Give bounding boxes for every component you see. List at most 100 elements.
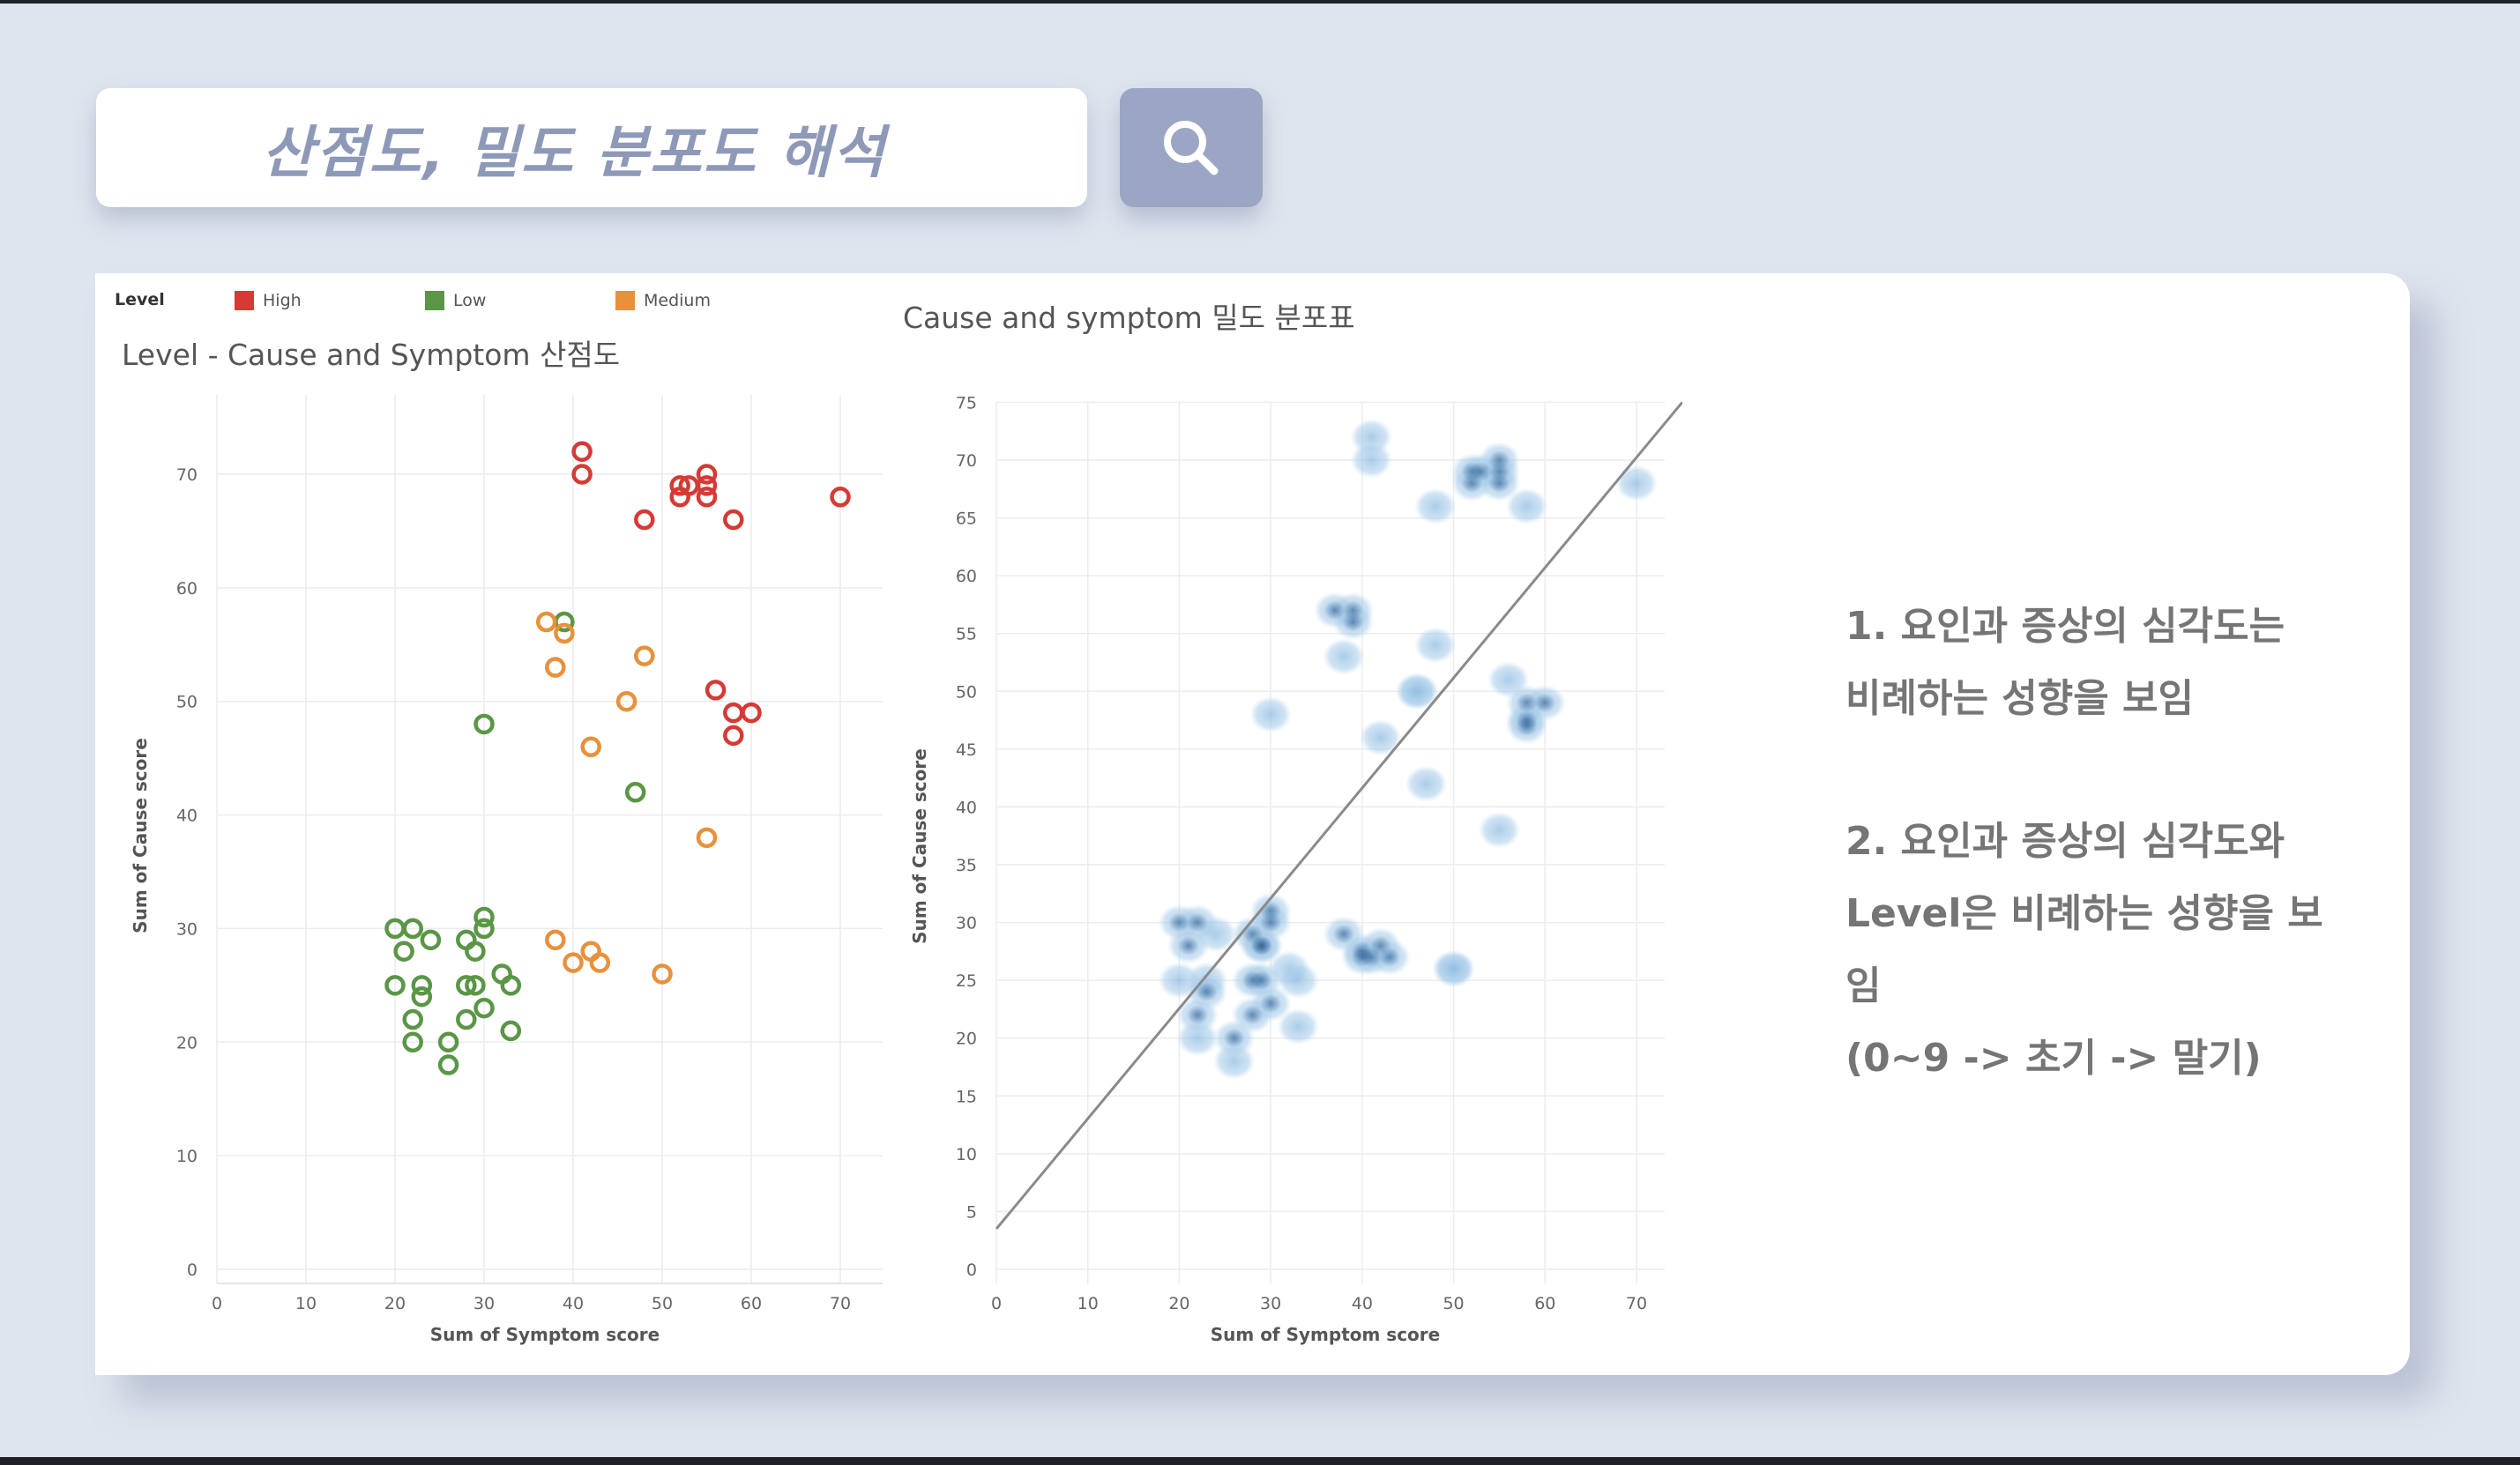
note-1-line-1: 1. 요인과 증상의 심각도는 — [1845, 604, 2285, 649]
density-blob[interactable] — [1432, 950, 1475, 988]
scatter-point-high[interactable] — [571, 441, 593, 462]
interpretation-notes: 1. 요인과 증상의 심각도는 비례하는 성향을 보임 2. 요인과 증상의 심… — [1845, 591, 2375, 1095]
density-y-tick: 40 — [956, 798, 977, 817]
density-y-tick: 55 — [956, 625, 977, 644]
scatter-point-medium[interactable] — [696, 827, 718, 849]
density-trend-line-path — [995, 401, 1684, 1231]
scatter-point-high[interactable] — [696, 464, 718, 485]
density-grid — [995, 401, 1665, 1283]
scatter-point-high[interactable] — [696, 487, 718, 508]
scatter-y-tick: 40 — [176, 807, 198, 826]
legend-item-low[interactable]: Low — [425, 291, 486, 310]
search-input[interactable]: 산점도, 밀도 분포도 해석 — [96, 88, 1087, 207]
density-blob[interactable] — [1212, 1042, 1256, 1080]
density-blob[interactable] — [1505, 487, 1548, 525]
scatter-point-medium[interactable] — [652, 963, 673, 985]
scatter-point-medium[interactable] — [580, 941, 601, 962]
density-blob[interactable] — [1249, 695, 1293, 733]
density-blob[interactable] — [1413, 626, 1457, 664]
legend-label-low: Low — [453, 291, 486, 310]
scatter-point-low[interactable] — [420, 929, 442, 951]
density-core — [1196, 982, 1218, 1002]
scatter-point-low[interactable] — [500, 975, 522, 996]
density-blob[interactable] — [1478, 811, 1521, 849]
density-core — [1534, 693, 1556, 713]
scatter-point-low[interactable] — [402, 1008, 423, 1030]
scatter-point-low[interactable] — [437, 1031, 459, 1053]
scatter-point-low[interactable] — [473, 918, 495, 940]
density-blob[interactable] — [1176, 1019, 1219, 1057]
scatter-point-low[interactable] — [384, 975, 406, 996]
legend: Level High Low Medium — [115, 290, 711, 310]
scatter-point-medium[interactable] — [580, 736, 601, 758]
scatter-point-medium[interactable] — [535, 611, 557, 633]
density-blob[interactable] — [1350, 442, 1393, 479]
density-x-tick: 20 — [1168, 1294, 1189, 1313]
scatter-point-low[interactable] — [491, 963, 512, 985]
density-blob[interactable] — [1277, 1008, 1320, 1045]
content-card: Level High Low Medium Level - Cause and … — [95, 273, 2410, 1375]
scatter-point-low[interactable] — [473, 906, 495, 928]
scatter-point-low[interactable] — [500, 1020, 522, 1042]
density-core — [1260, 912, 1282, 933]
scatter-point-low[interactable] — [456, 975, 477, 996]
scatter-point-low[interactable] — [437, 1054, 459, 1075]
density-blob[interactable] — [1615, 465, 1658, 502]
scatter-point-low[interactable] — [402, 1031, 423, 1053]
scatter-point-high[interactable] — [634, 509, 655, 531]
scatter-point-low[interactable] — [473, 997, 495, 1019]
scatter-point-high[interactable] — [741, 702, 762, 724]
scatter-point-low[interactable] — [411, 975, 433, 996]
scatter-point-medium[interactable] — [615, 690, 637, 712]
search-button[interactable] — [1120, 88, 1263, 207]
note-1-line-2: 비례하는 성향을 보임 — [1845, 676, 2194, 721]
scatter-point-low[interactable] — [393, 941, 414, 962]
scatter-point-high[interactable] — [723, 725, 744, 747]
density-core — [1342, 612, 1364, 632]
scatter-point-medium[interactable] — [545, 657, 566, 678]
scatter-point-low[interactable] — [402, 918, 423, 940]
scatter-y-axis-label: Sum of Cause score — [130, 738, 151, 933]
scatter-point-high[interactable] — [669, 487, 690, 508]
density-y-tick: 50 — [956, 682, 977, 702]
density-core — [1333, 924, 1355, 944]
density-blob[interactable] — [1405, 765, 1448, 803]
scatter-point-high[interactable] — [705, 680, 727, 701]
density-blob[interactable] — [1396, 673, 1439, 710]
scatter-point-low[interactable] — [456, 1008, 477, 1030]
scatter-x-tick: 40 — [563, 1294, 584, 1313]
scatter-point-low[interactable] — [456, 929, 477, 951]
scatter-y-tick: 30 — [176, 919, 198, 939]
scatter-x-tick: 70 — [830, 1294, 851, 1313]
scatter-point-high[interactable] — [830, 487, 851, 508]
density-x-tick: 10 — [1077, 1294, 1099, 1313]
scatter-point-medium[interactable] — [545, 929, 566, 951]
scatter-point-low[interactable] — [411, 985, 433, 1008]
scatter-point-medium[interactable] — [563, 952, 584, 973]
scatter-point-low[interactable] — [624, 782, 646, 803]
density-blobs — [1158, 418, 1658, 1080]
density-blob[interactable] — [1277, 962, 1320, 1000]
scatter-point-low[interactable] — [473, 713, 495, 735]
density-blob[interactable] — [1359, 718, 1402, 756]
scatter-point-high[interactable] — [723, 509, 744, 531]
legend-item-high[interactable]: High — [235, 291, 302, 310]
scatter-point-medium[interactable] — [554, 622, 575, 644]
density-blob[interactable] — [1323, 637, 1366, 675]
density-x-tick: 30 — [1260, 1294, 1281, 1313]
scatter-point-medium[interactable] — [589, 952, 611, 973]
density-blob[interactable] — [1413, 487, 1457, 525]
scatter-point-high[interactable] — [669, 475, 690, 496]
scatter-point-high[interactable] — [571, 464, 593, 485]
bottom-border — [0, 1457, 2520, 1465]
search-query-text: 산점도, 밀도 분포도 해석 — [262, 120, 886, 186]
scatter-point-medium[interactable] — [634, 645, 655, 666]
scatter-point-low[interactable] — [465, 975, 486, 996]
scatter-point-low[interactable] — [465, 941, 486, 962]
scatter-point-high[interactable] — [723, 702, 744, 724]
scatter-point-high[interactable] — [696, 475, 718, 496]
density-y-tick: 25 — [956, 971, 977, 991]
legend-item-medium[interactable]: Medium — [615, 291, 711, 310]
density-y-tick: 70 — [956, 451, 977, 471]
legend-swatch-high — [235, 291, 254, 310]
